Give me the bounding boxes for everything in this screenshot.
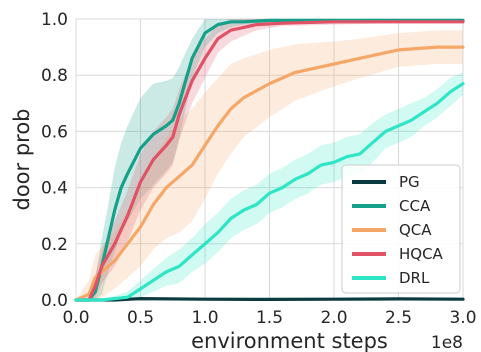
- x-tick-label-5: 2.5: [385, 308, 412, 328]
- tick-labels: 0.0 0.5 1.0 1.5 2.0 2.5 3.0 0.0 0.2 0.4 0.6 0.8 1.0: [41, 10, 477, 328]
- band-cca: [76, 19, 463, 300]
- y-axis-label: door prob: [10, 108, 34, 210]
- legend-label-qca: QCA: [399, 221, 432, 239]
- x-tick-label-3: 1.5: [256, 308, 283, 328]
- y-tick-label-2: 0.4: [41, 179, 68, 199]
- band-qca: [76, 30, 463, 300]
- legend-label-pg: PG: [399, 173, 420, 191]
- x-tick-label-2: 1.0: [191, 308, 218, 328]
- band-drl: [76, 72, 463, 301]
- legend-label-drl: DRL: [399, 269, 430, 287]
- legend: PG CCA QCA HQCA DRL: [341, 164, 461, 294]
- x-tick-label-1: 0.5: [127, 308, 154, 328]
- series-lines: [74, 18, 465, 302]
- legend-label-cca: CCA: [399, 197, 431, 215]
- y-tick-label-3: 0.6: [41, 122, 68, 142]
- legend-label-hqca: HQCA: [399, 245, 444, 263]
- x-axis-label: environment steps: [191, 329, 388, 352]
- y-tick-label-1: 0.2: [41, 235, 68, 255]
- x-tick-label-6: 3.0: [449, 308, 476, 328]
- x-axis-multiplier: 1e8: [431, 333, 463, 352]
- legend-box: [341, 164, 461, 294]
- y-tick-label-0: 0.0: [41, 291, 68, 311]
- line-hqca: [74, 20, 465, 302]
- x-tick-label-4: 2.0: [320, 308, 347, 328]
- line-qca: [74, 45, 465, 302]
- y-tick-label-5: 1.0: [41, 10, 68, 30]
- x-tick-label-0: 0.0: [62, 308, 89, 328]
- line-drl: [74, 81, 465, 302]
- line-pg: [74, 297, 465, 302]
- y-tick-label-4: 0.8: [41, 66, 68, 86]
- line-cca: [74, 18, 465, 302]
